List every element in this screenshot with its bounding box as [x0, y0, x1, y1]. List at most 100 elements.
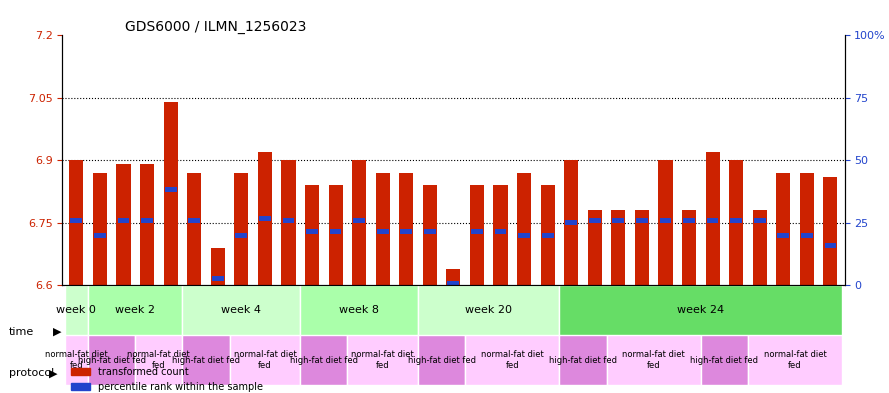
- Bar: [188, 218, 200, 223]
- Bar: [517, 173, 531, 285]
- Bar: [635, 210, 649, 285]
- Bar: [729, 160, 743, 285]
- FancyBboxPatch shape: [748, 335, 842, 385]
- Bar: [282, 160, 295, 285]
- Text: week 0: week 0: [56, 305, 96, 315]
- Bar: [753, 210, 767, 285]
- Bar: [399, 173, 413, 285]
- Text: high-fat diet fed: high-fat diet fed: [77, 356, 146, 365]
- Text: normal-fat diet
fed: normal-fat diet fed: [764, 351, 827, 370]
- FancyBboxPatch shape: [559, 285, 842, 335]
- Bar: [92, 173, 107, 285]
- FancyBboxPatch shape: [65, 335, 88, 385]
- Bar: [117, 218, 130, 223]
- Bar: [236, 233, 247, 238]
- Legend: transformed count, percentile rank within the sample: transformed count, percentile rank withi…: [67, 364, 267, 393]
- Bar: [612, 210, 625, 285]
- Bar: [306, 229, 318, 233]
- Bar: [116, 164, 131, 285]
- Text: normal-fat diet
fed: normal-fat diet fed: [234, 351, 296, 370]
- Bar: [352, 160, 366, 285]
- FancyBboxPatch shape: [418, 335, 465, 385]
- Bar: [730, 218, 742, 223]
- Bar: [283, 218, 294, 223]
- Text: week 20: week 20: [465, 305, 512, 315]
- Bar: [164, 187, 177, 192]
- Text: week 2: week 2: [116, 305, 156, 315]
- Text: high-fat diet fed: high-fat diet fed: [691, 356, 758, 365]
- Bar: [164, 102, 178, 285]
- FancyBboxPatch shape: [300, 335, 348, 385]
- Bar: [376, 173, 389, 285]
- Bar: [541, 233, 554, 238]
- Bar: [212, 276, 224, 281]
- Bar: [330, 229, 341, 233]
- Bar: [518, 233, 530, 238]
- Bar: [377, 229, 388, 233]
- Bar: [776, 173, 790, 285]
- Bar: [70, 218, 83, 223]
- Bar: [329, 185, 342, 285]
- Bar: [234, 173, 248, 285]
- Text: high-fat diet fed: high-fat diet fed: [172, 356, 240, 365]
- Bar: [707, 218, 718, 223]
- FancyBboxPatch shape: [465, 335, 559, 385]
- Bar: [471, 229, 483, 233]
- FancyBboxPatch shape: [348, 335, 418, 385]
- Bar: [140, 164, 154, 285]
- Bar: [823, 177, 837, 285]
- Bar: [447, 281, 460, 286]
- FancyBboxPatch shape: [418, 285, 559, 335]
- Text: GDS6000 / ILMN_1256023: GDS6000 / ILMN_1256023: [124, 20, 306, 34]
- Bar: [683, 218, 695, 223]
- Text: normal-fat diet
fed: normal-fat diet fed: [351, 351, 414, 370]
- Bar: [305, 185, 319, 285]
- Bar: [187, 173, 201, 285]
- Bar: [660, 218, 671, 223]
- Text: week 4: week 4: [221, 305, 261, 315]
- Bar: [589, 218, 601, 223]
- Text: protocol: protocol: [9, 368, 54, 378]
- FancyBboxPatch shape: [701, 335, 748, 385]
- FancyBboxPatch shape: [88, 285, 182, 335]
- FancyBboxPatch shape: [182, 335, 229, 385]
- Bar: [565, 160, 578, 285]
- Bar: [541, 185, 555, 285]
- Bar: [801, 233, 813, 238]
- FancyBboxPatch shape: [559, 335, 606, 385]
- Bar: [353, 218, 365, 223]
- Text: high-fat diet fed: high-fat diet fed: [290, 356, 357, 365]
- Text: normal-fat diet
fed: normal-fat diet fed: [127, 351, 190, 370]
- FancyBboxPatch shape: [135, 335, 182, 385]
- Text: high-fat diet fed: high-fat diet fed: [408, 356, 476, 365]
- FancyBboxPatch shape: [88, 335, 135, 385]
- Bar: [211, 248, 225, 285]
- FancyBboxPatch shape: [65, 285, 88, 335]
- Bar: [754, 218, 765, 223]
- Bar: [69, 160, 84, 285]
- Bar: [824, 243, 837, 248]
- Text: ▶: ▶: [49, 368, 58, 378]
- Bar: [423, 185, 436, 285]
- Text: time: time: [9, 327, 34, 337]
- Bar: [682, 210, 696, 285]
- Bar: [446, 268, 461, 285]
- Bar: [800, 173, 814, 285]
- Bar: [400, 229, 412, 233]
- FancyBboxPatch shape: [182, 285, 300, 335]
- Text: normal-fat diet
fed: normal-fat diet fed: [622, 351, 685, 370]
- Text: ▶: ▶: [53, 327, 62, 337]
- Bar: [636, 218, 648, 223]
- Bar: [777, 233, 789, 238]
- Text: normal-fat diet
fed: normal-fat diet fed: [45, 351, 108, 370]
- Bar: [565, 220, 577, 225]
- Bar: [424, 229, 436, 233]
- Bar: [659, 160, 673, 285]
- Bar: [470, 185, 484, 285]
- Bar: [493, 185, 508, 285]
- Text: high-fat diet fed: high-fat diet fed: [549, 356, 617, 365]
- Bar: [141, 218, 153, 223]
- Bar: [588, 210, 602, 285]
- Text: week 24: week 24: [677, 305, 725, 315]
- Bar: [258, 152, 272, 285]
